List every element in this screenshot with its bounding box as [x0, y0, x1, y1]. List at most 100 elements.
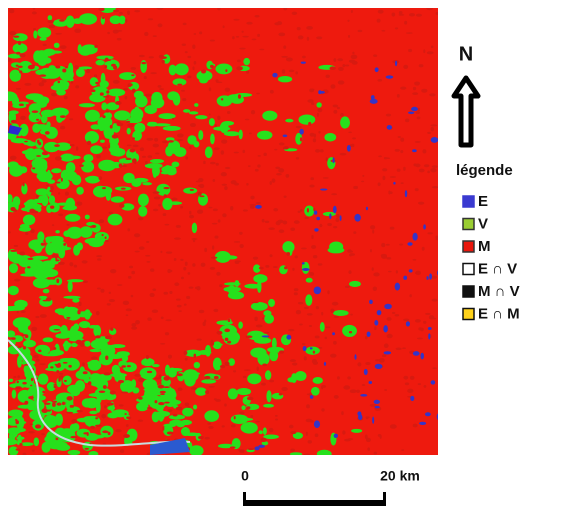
vegetation-patch — [263, 310, 271, 316]
soil-speck — [296, 126, 302, 129]
soil-speck — [199, 31, 202, 34]
vegetation-patch — [142, 182, 152, 185]
soil-speck — [163, 292, 168, 295]
vegetation-patch — [65, 214, 80, 222]
vegetation-patch — [12, 390, 17, 399]
soil-speck — [403, 167, 406, 171]
soil-speck — [94, 74, 97, 77]
water-patch — [314, 228, 318, 231]
soil-speck — [308, 122, 311, 126]
vegetation-patch — [198, 130, 203, 140]
soil-speck — [337, 58, 343, 61]
soil-speck — [113, 80, 120, 84]
soil-speck — [309, 325, 312, 327]
soil-speck — [177, 84, 182, 86]
soil-speck — [289, 70, 295, 73]
water-patch — [374, 320, 378, 326]
soil-speck — [119, 163, 123, 167]
soil-speck — [167, 409, 172, 412]
soil-speck — [40, 314, 47, 318]
soil-speck — [214, 236, 218, 239]
soil-speck — [117, 284, 122, 286]
vegetation-patch — [224, 131, 240, 136]
water-patch — [384, 351, 392, 354]
vegetation-patch — [63, 376, 72, 386]
soil-speck — [213, 209, 218, 212]
vegetation-patch — [83, 154, 93, 162]
soil-speck — [252, 38, 257, 40]
vegetation-patch — [195, 115, 207, 119]
soil-speck — [228, 319, 230, 322]
soil-speck — [183, 351, 187, 355]
soil-speck — [187, 75, 191, 78]
soil-speck — [315, 149, 320, 153]
soil-speck — [55, 256, 57, 260]
vegetation-patch — [257, 352, 269, 365]
soil-speck — [338, 80, 345, 84]
soil-speck — [210, 162, 216, 165]
soil-speck — [307, 99, 313, 103]
soil-speck — [121, 188, 126, 190]
soil-speck — [131, 323, 136, 327]
soil-speck — [114, 121, 121, 123]
soil-speck — [147, 407, 152, 409]
soil-speck — [118, 380, 124, 383]
vegetation-patch — [230, 95, 244, 104]
soil-speck — [140, 147, 144, 151]
soil-speck — [392, 13, 396, 17]
soil-speck — [418, 108, 420, 112]
soil-speck — [327, 223, 332, 226]
soil-speck — [79, 164, 84, 167]
vegetation-patch — [84, 341, 90, 347]
soil-speck — [264, 332, 269, 334]
vegetation-patch — [110, 350, 114, 359]
vegetation-patch — [172, 161, 180, 167]
soil-speck — [301, 247, 307, 249]
soil-speck — [279, 142, 285, 145]
soil-speck — [68, 365, 71, 368]
soil-speck — [183, 267, 186, 271]
soil-speck — [100, 92, 104, 95]
vegetation-patch — [47, 170, 51, 180]
legend: EVME ∩ VM ∩ VE ∩ M — [463, 193, 520, 323]
vegetation-patch — [1, 91, 16, 101]
water-patch — [360, 394, 367, 397]
soil-speck — [134, 233, 140, 237]
vegetation-patch — [138, 206, 147, 217]
soil-speck — [19, 252, 25, 256]
water-patch — [354, 214, 360, 222]
soil-speck — [216, 163, 219, 166]
soil-speck — [345, 65, 349, 67]
soil-speck — [365, 336, 368, 339]
soil-speck — [330, 84, 335, 88]
soil-speck — [352, 137, 356, 139]
vegetation-patch — [192, 223, 197, 234]
soil-speck — [262, 219, 265, 223]
soil-speck — [348, 131, 352, 133]
soil-speck — [27, 258, 33, 260]
water-patch — [395, 283, 400, 291]
soil-speck — [408, 49, 412, 52]
water-patch — [403, 276, 407, 280]
vegetation-patch — [144, 388, 153, 392]
soil-speck — [421, 89, 427, 93]
soil-speck — [245, 335, 252, 338]
soil-speck — [423, 49, 425, 53]
soil-speck — [174, 282, 179, 286]
soil-speck — [95, 425, 102, 427]
soil-speck — [117, 38, 122, 41]
vegetation-patch — [54, 43, 60, 48]
soil-speck — [198, 192, 202, 196]
vegetation-patch — [238, 322, 243, 329]
soil-speck — [403, 65, 408, 69]
soil-speck — [384, 343, 389, 348]
soil-speck — [286, 57, 293, 61]
soil-speck — [356, 390, 360, 393]
soil-speck — [126, 308, 132, 311]
soil-speck — [102, 187, 106, 189]
water-patch — [310, 395, 314, 399]
soil-speck — [207, 423, 211, 425]
vegetation-patch — [76, 68, 85, 77]
soil-speck — [52, 224, 54, 226]
soil-speck — [145, 255, 150, 257]
